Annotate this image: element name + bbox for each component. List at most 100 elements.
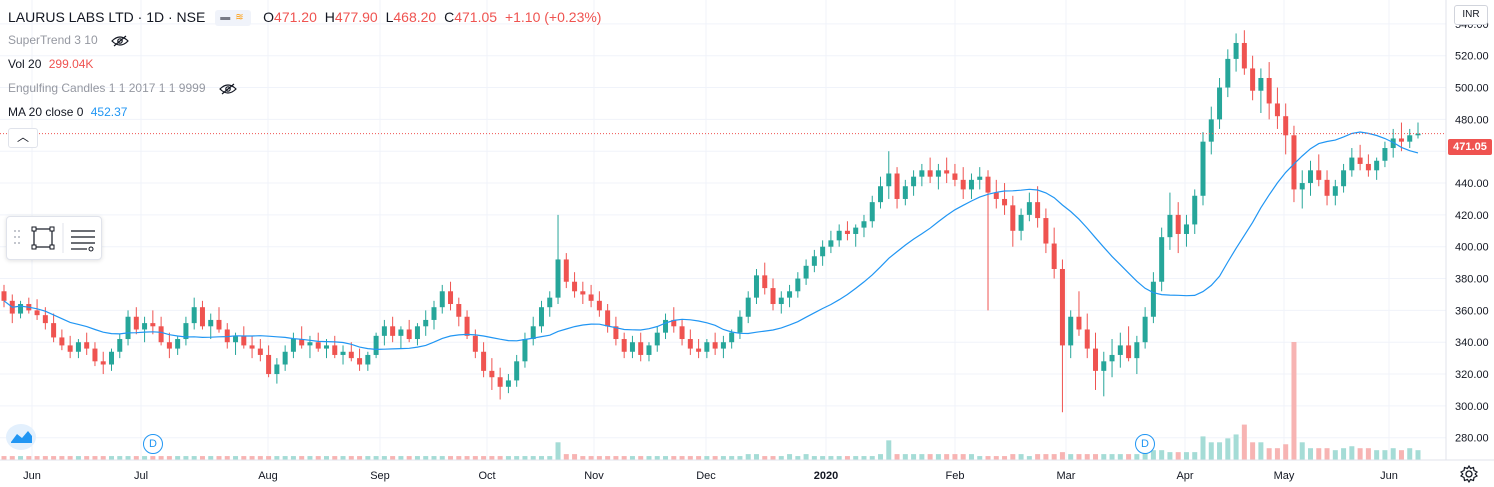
candle xyxy=(1043,208,1049,254)
currency-label[interactable]: INR xyxy=(1454,5,1488,25)
eye-off-icon[interactable] xyxy=(218,83,237,95)
volume-bar xyxy=(1250,442,1256,460)
tradingview-logo-icon[interactable] xyxy=(6,424,36,450)
lines-tool-icon[interactable] xyxy=(71,230,95,252)
volume-legend[interactable]: Vol 20 299.04K xyxy=(8,57,93,71)
engulfing-legend[interactable]: Engulfing Candles 1 1 2017 1 1 9999 xyxy=(8,81,237,95)
ma-legend[interactable]: MA 20 close 0 452.37 xyxy=(8,105,127,119)
volume-bar xyxy=(878,454,884,460)
candle xyxy=(133,307,139,335)
volume-bar xyxy=(712,456,718,460)
candle xyxy=(1299,170,1305,209)
volume-bar xyxy=(1010,454,1016,460)
chart-type-icon[interactable]: ▬ ≋ xyxy=(215,10,252,27)
candle xyxy=(919,163,925,187)
candle xyxy=(522,332,528,368)
drag-handle[interactable] xyxy=(14,230,20,244)
volume-bar xyxy=(563,454,569,460)
eye-off-icon[interactable] xyxy=(111,35,129,47)
time-tick-label: Aug xyxy=(258,470,278,482)
candle xyxy=(538,300,544,333)
candle xyxy=(1026,192,1032,222)
candle xyxy=(199,300,205,330)
volume-bar xyxy=(588,456,594,460)
volume-bar xyxy=(340,456,346,460)
candle xyxy=(1035,186,1041,228)
volume-bar xyxy=(1183,452,1189,460)
candle xyxy=(935,163,941,190)
candle xyxy=(1274,87,1280,129)
symbol-title[interactable]: LAURUS LABS LTD · 1D · NSE xyxy=(8,9,206,25)
volume-bar xyxy=(729,456,735,460)
volume-bar xyxy=(737,456,743,460)
candle xyxy=(836,224,842,247)
time-tick-label: Oct xyxy=(478,470,495,482)
price-tick-label: 380.00 xyxy=(1455,274,1489,286)
volume-bar xyxy=(1308,448,1314,460)
volume-bar xyxy=(638,456,644,460)
price-tick-label: 440.00 xyxy=(1455,178,1489,190)
volume-bar xyxy=(679,456,685,460)
volume-bar xyxy=(1241,424,1247,460)
volume-bar xyxy=(390,456,396,460)
volume-bar xyxy=(216,456,222,460)
candle xyxy=(1200,132,1206,206)
supertrend-legend[interactable]: SuperTrend 3 10 xyxy=(8,33,129,47)
volume-bar xyxy=(59,456,65,460)
volume-bar xyxy=(1043,454,1049,460)
price-axis: 540.00520.00500.00480.00460.00440.00420.… xyxy=(1455,19,1489,445)
candle xyxy=(960,167,966,199)
settings-gear-icon[interactable] xyxy=(1459,464,1479,484)
time-tick-label: May xyxy=(1274,470,1295,482)
volume-bar xyxy=(1365,448,1371,460)
volume-bar xyxy=(629,456,635,460)
candle xyxy=(729,329,735,349)
rectangle-tool-icon[interactable] xyxy=(31,226,55,250)
volume-bars xyxy=(1,342,1421,460)
candle xyxy=(944,157,950,184)
volume-bar xyxy=(538,456,544,460)
volume-bar xyxy=(795,456,801,460)
volume-bar xyxy=(613,456,619,460)
volume-bar xyxy=(1059,452,1065,460)
candle xyxy=(481,342,487,378)
volume-bar xyxy=(919,454,925,460)
volume-bar xyxy=(142,456,148,460)
volume-bar xyxy=(787,454,793,460)
candle xyxy=(1010,195,1016,247)
volume-bar xyxy=(1068,454,1074,460)
volume-bar xyxy=(233,456,239,460)
volume-bar xyxy=(1258,442,1264,460)
candle xyxy=(92,342,98,367)
candle xyxy=(745,291,751,324)
candle xyxy=(1068,310,1074,359)
candle xyxy=(902,179,908,206)
dividend-badge[interactable]: D xyxy=(1135,434,1155,454)
candle xyxy=(373,332,379,359)
candle xyxy=(737,310,743,340)
candle xyxy=(150,310,156,335)
volume-bar xyxy=(18,456,24,460)
candle xyxy=(166,332,172,359)
volume-bar xyxy=(935,454,941,460)
candle xyxy=(1258,68,1264,114)
candle xyxy=(1076,291,1082,336)
candle xyxy=(1150,272,1156,324)
candle xyxy=(1134,335,1140,375)
candle xyxy=(1266,62,1272,120)
time-tick-label: Sep xyxy=(370,470,390,482)
candle xyxy=(654,326,660,352)
candle xyxy=(1233,33,1239,72)
dividend-badge[interactable]: D xyxy=(143,434,163,454)
collapse-icon[interactable]: ︿ xyxy=(8,128,38,148)
volume-bar xyxy=(489,456,495,460)
candle xyxy=(1382,141,1388,168)
candle xyxy=(241,326,247,349)
candle xyxy=(191,297,197,330)
candle xyxy=(820,240,826,266)
candle xyxy=(803,259,809,285)
candle xyxy=(489,358,495,390)
volume-bar xyxy=(439,456,445,460)
time-tick-label: Jun xyxy=(1380,470,1398,482)
